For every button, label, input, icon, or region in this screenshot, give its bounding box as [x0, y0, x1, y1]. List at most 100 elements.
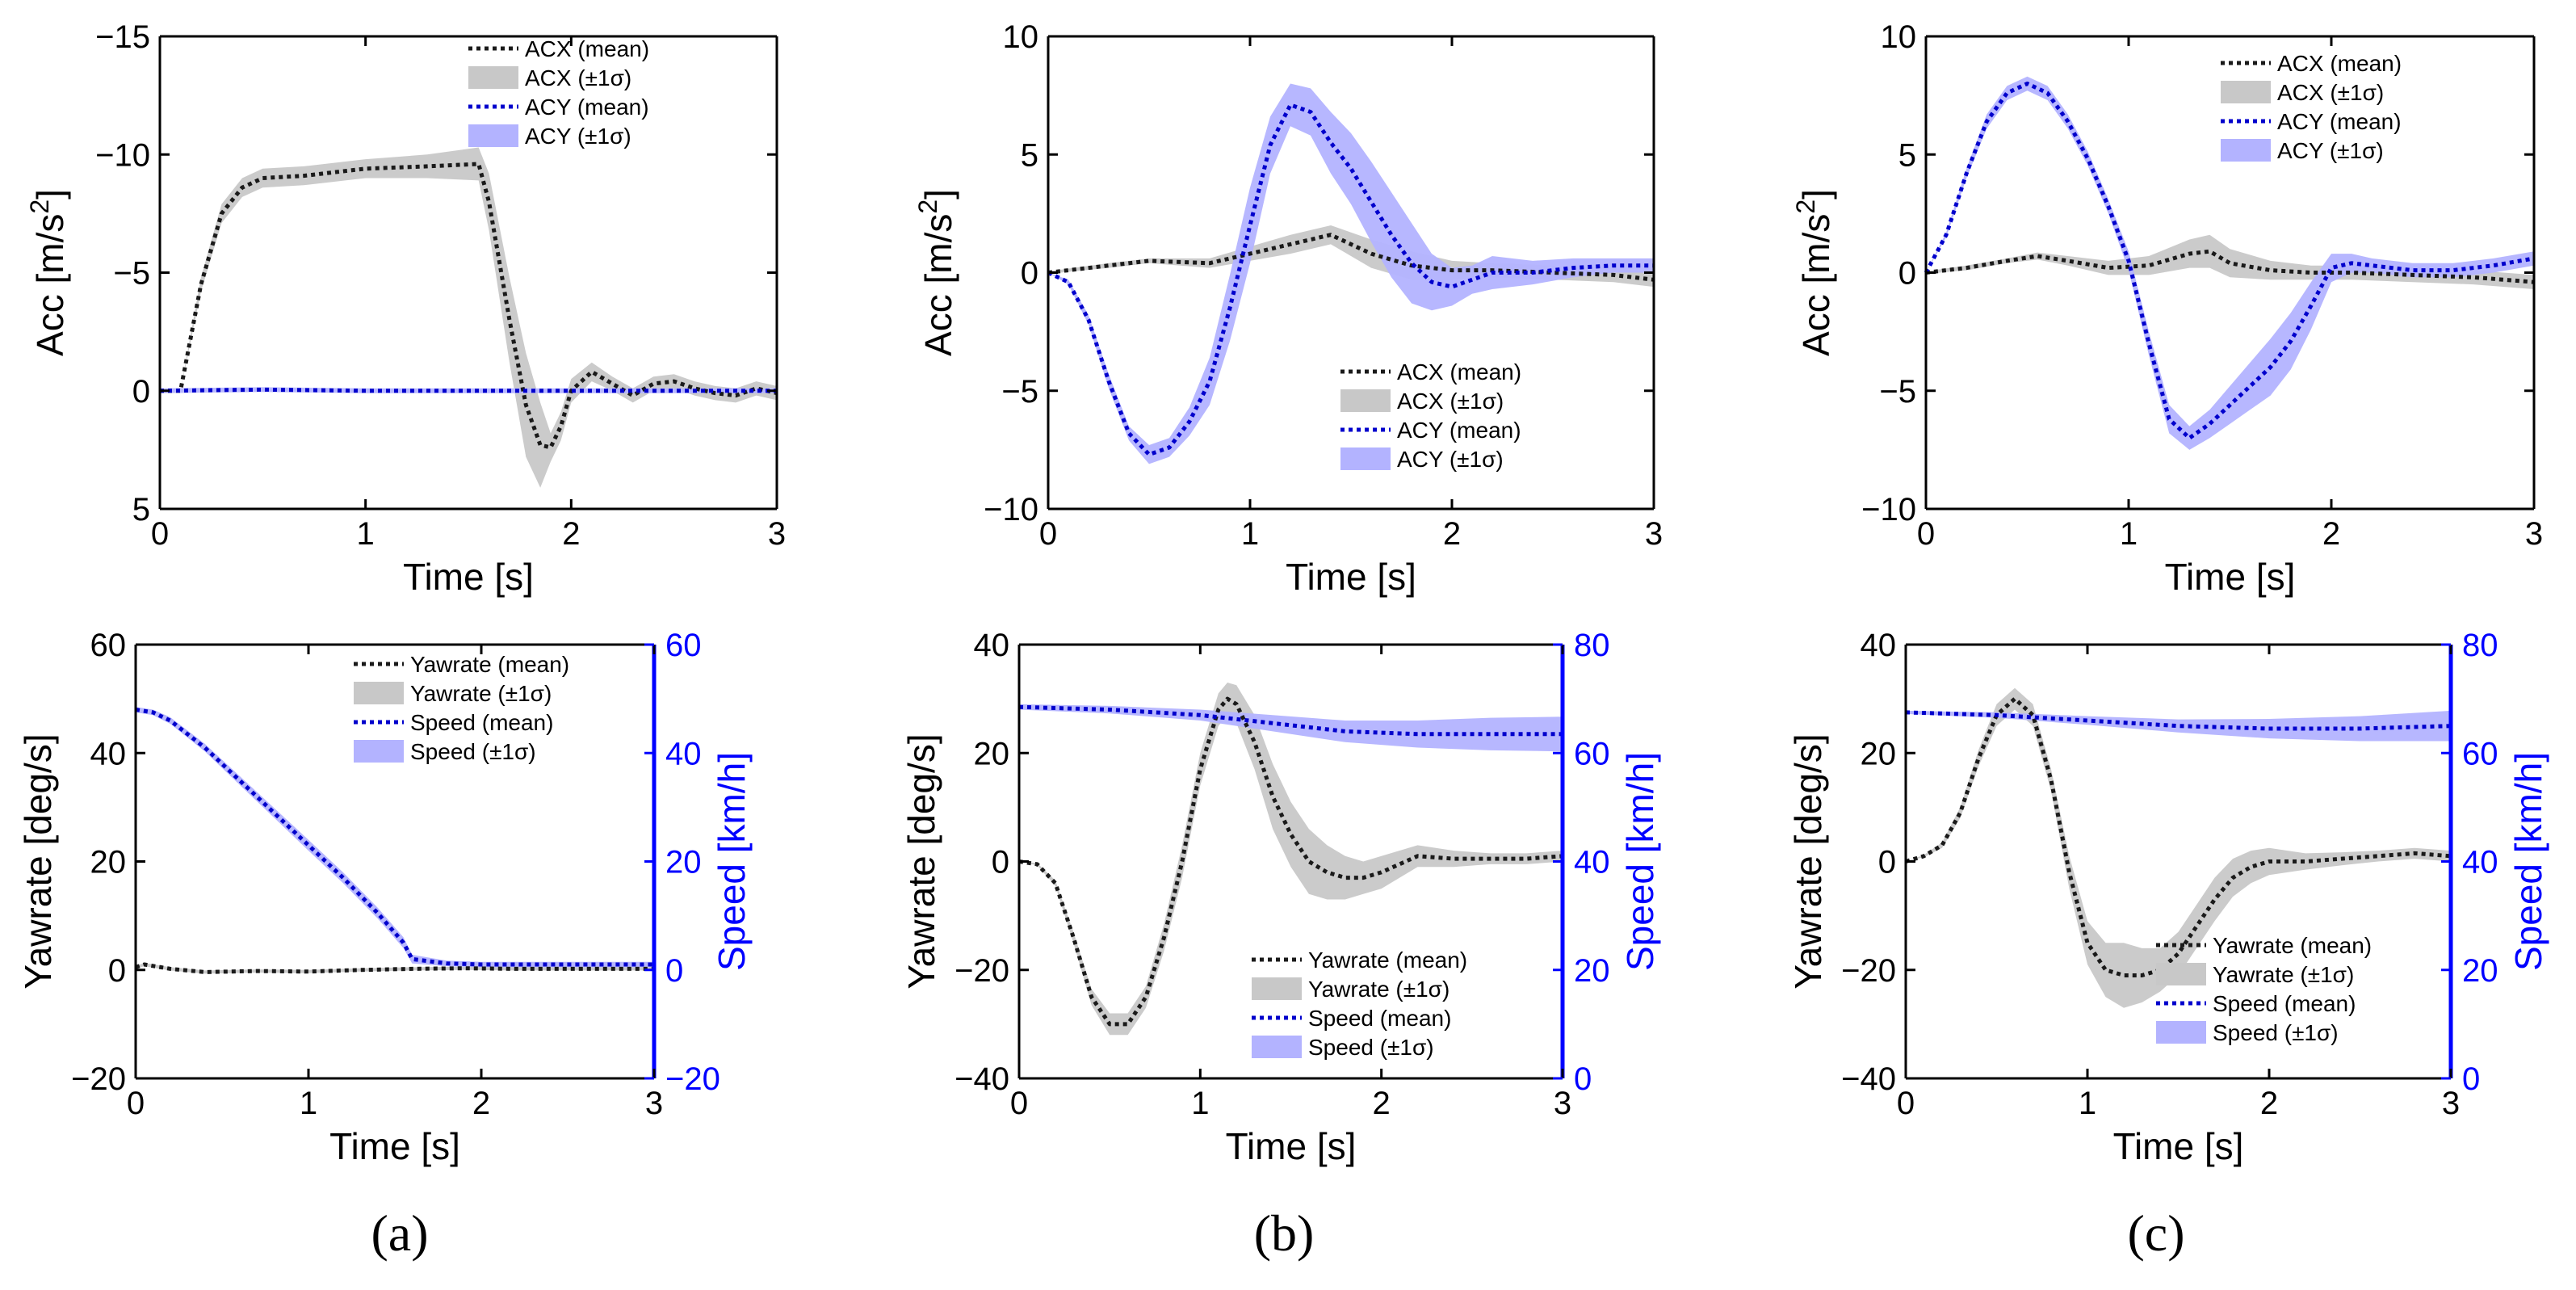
series-line-0 — [160, 162, 778, 450]
y2-tick-label: 60 — [2462, 736, 2498, 771]
y-tick-label: −20 — [71, 1061, 126, 1097]
x-tick-label: 2 — [2322, 516, 2340, 552]
panel-label-a: (a) — [371, 1204, 428, 1262]
y2-tick-label: 40 — [1574, 845, 1610, 880]
x-tick-label: 0 — [1039, 516, 1057, 552]
series-line-0 — [1905, 696, 2452, 977]
y2-tick-label: 40 — [2462, 845, 2498, 880]
y2-axis-label: Speed [km/h] — [1619, 752, 1661, 971]
plot-b-acc: 0 1 2 3 −10 −5 0 5 10 Time [s] Acc [m/s2] ACX (mean… — [913, 19, 1663, 598]
x-tick-label: 1 — [2120, 516, 2138, 552]
y-tick-label: −20 — [954, 953, 1009, 989]
legend-label: ACY (±1σ) — [2277, 138, 2384, 163]
y2-tick-label: 20 — [2462, 953, 2498, 989]
y2-tick-label: 80 — [1574, 628, 1610, 663]
y2-tick-label: 60 — [1574, 736, 1610, 771]
legend-label: ACX (mean) — [1397, 359, 1521, 384]
legend-swatch-0 — [354, 682, 404, 704]
plot-c-yaw: 0 1 2 3 −40 −20 0 20 40 0 20 40 60 80 Time [s] Yawrate … — [1787, 628, 2549, 1167]
legend-swatch-1 — [354, 740, 404, 763]
y2-axis-label: Speed [km/h] — [2507, 752, 2549, 971]
y-tick-label: 60 — [90, 628, 127, 663]
y-tick-label: 40 — [974, 628, 1010, 663]
y-tick-label: 20 — [974, 736, 1010, 771]
y-tick-label: 10 — [1881, 19, 1917, 55]
x-tick-label: 2 — [472, 1086, 490, 1121]
x-tick-label: 0 — [1897, 1086, 1915, 1121]
legend-swatch-1 — [2156, 1021, 2206, 1044]
legend-swatch-0 — [2156, 963, 2206, 985]
x-tick-label: 1 — [1191, 1086, 1209, 1121]
legend-swatch-0 — [1252, 977, 1302, 1000]
y-tick-label: −10 — [984, 492, 1038, 527]
x-tick-label: 3 — [2525, 516, 2543, 552]
y2-tick-label: 0 — [1574, 1061, 1592, 1097]
y-tick-label: 0 — [108, 953, 126, 989]
legend-label: ACY (mean) — [525, 95, 649, 120]
series-band-0 — [160, 147, 777, 488]
y-tick-label: 5 — [1898, 137, 1916, 173]
y2-tick-label: 0 — [665, 953, 683, 989]
series-line-0 — [1047, 233, 1655, 282]
y-axis-label: Yawrate [deg/s] — [1787, 733, 1829, 989]
y-tick-label: 0 — [132, 374, 150, 410]
y2-tick-label: 80 — [2462, 628, 2498, 663]
y-tick-label: 5 — [1021, 137, 1038, 173]
x-axis-label: Time [s] — [2113, 1125, 2244, 1167]
x-tick-label: 3 — [2442, 1086, 2460, 1121]
x-axis-label: Time [s] — [2165, 556, 2296, 598]
series-line-1 — [1047, 103, 1654, 457]
y-tick-label: 40 — [90, 736, 127, 771]
y-axis-label: Acc [m/s2] — [25, 189, 71, 356]
series-line-1 — [1924, 82, 2535, 440]
y-axis-label: Yawrate [deg/s] — [17, 733, 59, 989]
legend-label: Yawrate (mean) — [410, 652, 569, 677]
legend-swatch-1 — [1252, 1036, 1302, 1058]
y-tick-label: 20 — [90, 845, 127, 880]
legend-label: Speed (mean) — [410, 710, 553, 735]
plot-b-yaw: 0 1 2 3 −40 −20 0 20 40 0 20 40 60 80 Time [s] Yawrate … — [900, 628, 1661, 1167]
legend-label: Speed (mean) — [1308, 1006, 1451, 1031]
legend-label: Speed (±1σ) — [410, 739, 536, 764]
y2-axis-label: Speed [km/h] — [711, 752, 753, 971]
series-line-1 — [159, 387, 777, 393]
y-tick-label: 10 — [1003, 19, 1039, 55]
legend-swatch-0 — [2221, 81, 2271, 103]
legend-label: ACX (±1σ) — [525, 65, 631, 90]
x-axis-label: Time [s] — [1286, 556, 1416, 598]
series-line-1 — [135, 708, 654, 967]
series-band-1 — [1019, 704, 1563, 752]
plot-c-acc: 0 1 2 3 −10 −5 0 5 10 Time [s] Acc [m/s2] ACX (mean… — [1791, 19, 2543, 598]
legend-label: Speed (mean) — [2213, 991, 2356, 1016]
legend-swatch-0 — [468, 66, 518, 89]
series-band-0 — [1906, 687, 2451, 1008]
legend-swatch-1 — [1340, 448, 1391, 470]
legend-label: Yawrate (±1σ) — [2213, 962, 2354, 987]
legend-label: Yawrate (±1σ) — [1308, 977, 1450, 1002]
y-tick-label: 0 — [1878, 845, 1896, 880]
legend-label: Yawrate (±1σ) — [410, 681, 552, 706]
y-tick-label: −10 — [95, 137, 150, 173]
y-tick-label: 0 — [992, 845, 1009, 880]
y2-tick-label: 20 — [665, 845, 702, 880]
legend-label: Yawrate (mean) — [1308, 948, 1467, 973]
y-tick-label: −20 — [1841, 953, 1896, 989]
legend-label: ACY (mean) — [2277, 109, 2402, 134]
y2-tick-label: −20 — [665, 1061, 720, 1097]
panel-label-b: (b) — [1254, 1204, 1315, 1262]
x-tick-label: 1 — [357, 516, 375, 552]
series-band-1 — [1906, 710, 2451, 742]
series-line-0 — [1925, 249, 2535, 284]
y2-tick-label: 60 — [665, 628, 702, 663]
x-tick-label: 2 — [1373, 1086, 1391, 1121]
x-axis-label: Time [s] — [329, 1125, 460, 1167]
y-axis-label: Acc [m/s2] — [1791, 189, 1837, 356]
x-axis-label: Time [s] — [403, 556, 534, 598]
y-tick-label: −5 — [113, 256, 150, 292]
legend-label: ACX (±1σ) — [1397, 389, 1504, 414]
legend-label: Yawrate (mean) — [2213, 933, 2372, 958]
legend-label: ACY (mean) — [1397, 418, 1521, 443]
